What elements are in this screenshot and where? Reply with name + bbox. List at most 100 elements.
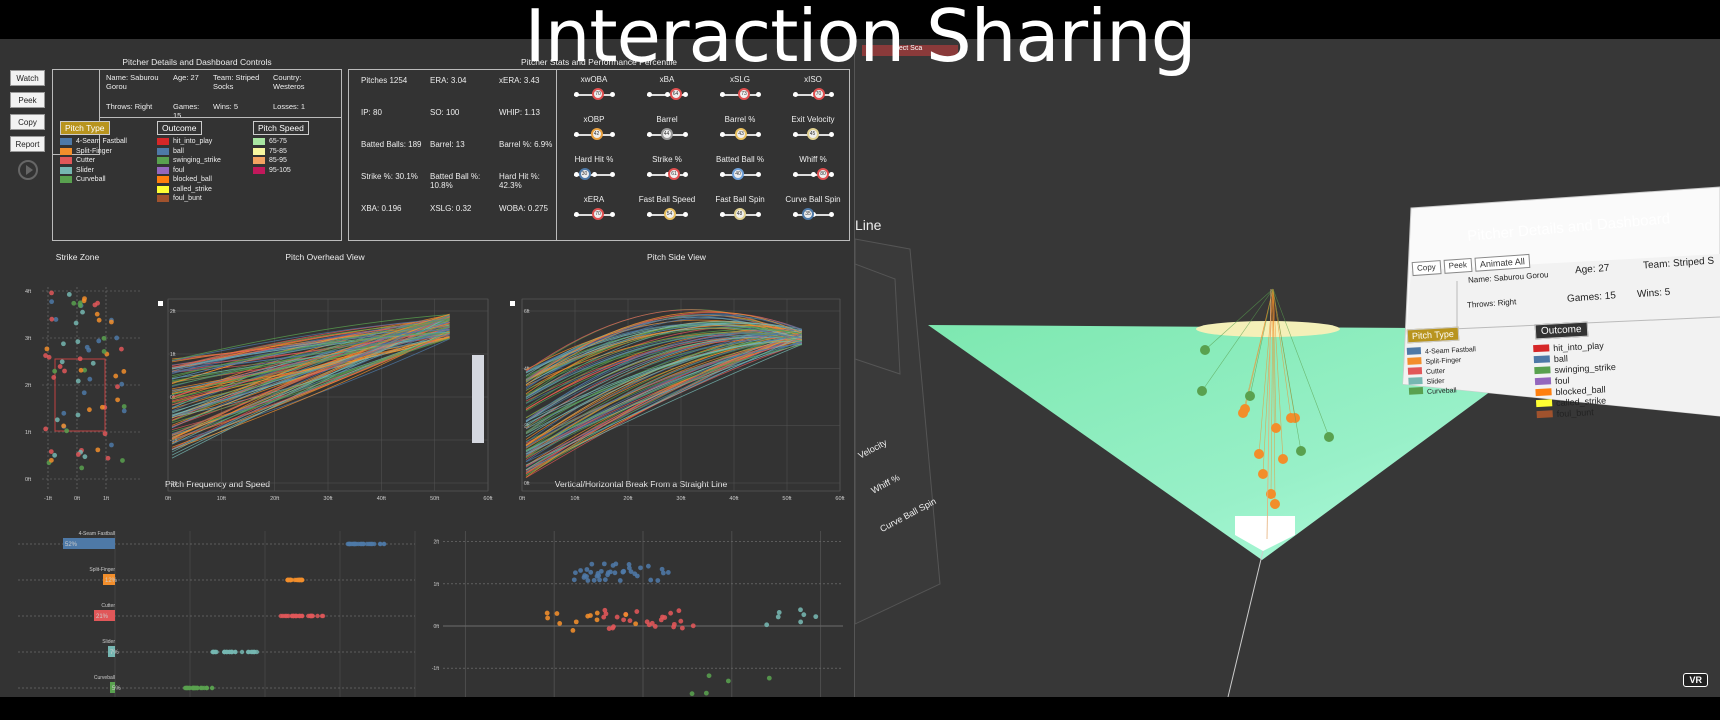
percentile-slider[interactable]: 42	[574, 128, 615, 140]
percentile-slider[interactable]: 40	[720, 168, 761, 180]
outcome-legend-item[interactable]: called_strike	[157, 185, 221, 195]
percentile-label: xISO	[804, 75, 822, 84]
side-trajectory	[525, 335, 803, 466]
percentile-knob[interactable]: 64	[669, 88, 682, 100]
freq-speed-point	[190, 685, 196, 691]
percentile-knob[interactable]: 73	[738, 88, 750, 100]
legend-swatch-icon	[157, 157, 169, 165]
break-point	[602, 577, 608, 583]
pitch-type-legend-item[interactable]: Cutter	[60, 156, 127, 166]
outcome-legend-item[interactable]: swinging_strike	[157, 156, 221, 166]
outcome-legend-item[interactable]: ball	[157, 147, 221, 157]
vr-copy-button[interactable]: Copy	[1411, 260, 1442, 277]
percentile-slider[interactable]: 64	[647, 88, 688, 100]
percentile-knob[interactable]: 70	[812, 88, 825, 100]
strike-zone-pitch-point	[49, 299, 55, 305]
percentile-cell: Barrel 44	[631, 115, 703, 140]
pitch-type-legend-item[interactable]: Slider	[60, 166, 127, 176]
speed-legend-item[interactable]: 75-85	[253, 147, 291, 157]
percentile-knob[interactable]: 43	[735, 128, 747, 140]
percentile-slider[interactable]: 70	[793, 88, 834, 100]
copy-button[interactable]: Copy	[10, 114, 45, 130]
slider-tick	[683, 92, 688, 97]
strike-zone-ytick: 2ft	[25, 383, 32, 389]
percentile-cell: xERA 70	[558, 195, 630, 220]
pitch-type-legend-item[interactable]: 4-Seam Fastball	[60, 137, 127, 147]
percentile-knob[interactable]: 44	[660, 128, 673, 140]
pitch-type-legend-item[interactable]: Split-Finger	[60, 147, 127, 157]
percentile-slider[interactable]: 80	[793, 168, 834, 180]
percentile-knob[interactable]: 40	[732, 168, 744, 180]
vr-peek-button[interactable]: Peek	[1443, 257, 1473, 274]
overhead-trajectory	[171, 315, 450, 442]
percentile-slider[interactable]: 54	[647, 208, 688, 220]
percentile-knob[interactable]: 61	[668, 168, 680, 180]
speed-legend-label: 65-75	[269, 138, 287, 145]
percentile-knob[interactable]: 48	[733, 208, 746, 220]
play-icon[interactable]	[18, 160, 38, 180]
speed-legend-button[interactable]: Pitch Speed	[253, 121, 309, 135]
percentile-slider[interactable]: 48	[720, 208, 761, 220]
percentile-slider[interactable]: 44	[647, 128, 688, 140]
percentile-slider[interactable]: 43	[720, 128, 761, 140]
percentile-slider[interactable]: 45	[793, 128, 834, 140]
outcome-legend-item[interactable]: blocked_ball	[157, 175, 221, 185]
percentile-label: xBA	[659, 75, 675, 84]
percentile-slider[interactable]: 70	[574, 208, 615, 220]
strike-zone-pitch-point	[48, 449, 54, 454]
vr-pitch-type-button[interactable]: Pitch Type	[1406, 326, 1460, 344]
watch-button[interactable]: Watch	[10, 70, 45, 86]
vr-grid-panel	[855, 263, 901, 375]
legend-swatch-icon	[1535, 388, 1552, 397]
strike-zone-pitch-point	[94, 311, 100, 317]
speed-legend-item[interactable]: 95-105	[253, 166, 291, 176]
percentile-knob[interactable]: 80	[817, 168, 829, 180]
slider-tick	[720, 212, 725, 217]
percentile-slider[interactable]: 30	[574, 168, 615, 180]
break-point	[588, 613, 593, 618]
freq-speed-point	[195, 685, 200, 691]
outcome-legend-button[interactable]: Outcome	[157, 121, 202, 135]
percentile-slider[interactable]: 70	[574, 88, 615, 100]
pitch-type-legend-button[interactable]: Pitch Type	[60, 121, 110, 135]
pitch-type-legend-item[interactable]: Curveball	[60, 175, 127, 185]
percentile-knob[interactable]: 45	[806, 128, 819, 140]
overhead-trajectory	[171, 318, 450, 372]
speed-legend-item[interactable]: 85-95	[253, 156, 291, 166]
percentile-knob[interactable]: 70	[592, 88, 604, 100]
percentile-slider[interactable]: 73	[720, 88, 761, 100]
vr-outcome-button[interactable]: Outcome	[1534, 321, 1588, 340]
freq-speed-point	[239, 649, 245, 655]
outcome-legend-item[interactable]: foul	[157, 166, 221, 176]
vr-outcome-legend-label: called_strike	[1555, 395, 1607, 409]
break-point	[601, 561, 607, 567]
side-trajectory	[525, 325, 802, 397]
break-point	[621, 568, 627, 574]
percentile-knob[interactable]: 54	[663, 208, 676, 220]
overhead-trajectory	[171, 332, 450, 378]
peek-button[interactable]: Peek	[10, 92, 45, 108]
strike-zone-pitch-point	[66, 292, 72, 297]
outcome-legend-item[interactable]: foul_bunt	[157, 194, 221, 204]
strike-zone-pitch-point	[119, 346, 124, 352]
vr-mode-button[interactable]: VR	[1683, 673, 1708, 687]
percentile-slider[interactable]: 35	[793, 208, 834, 220]
strike-zone-pitch-point	[57, 364, 63, 369]
side-trajectory	[525, 311, 803, 383]
vr-axis-line	[1227, 550, 1264, 697]
percentile-slider[interactable]: 61	[647, 168, 688, 180]
percentile-knob[interactable]: 70	[592, 208, 604, 220]
break-point	[545, 615, 551, 621]
break-point	[645, 563, 651, 569]
percentile-knob[interactable]: 30	[578, 168, 591, 180]
percentile-knob[interactable]: 42	[590, 128, 603, 140]
stat-value: IP: 80	[361, 108, 382, 117]
legend-swatch-icon	[157, 138, 169, 146]
strike-zone-pitch-point	[61, 423, 67, 429]
speed-legend-item[interactable]: 65-75	[253, 137, 291, 147]
outcome-legend-item[interactable]: hit_into_play	[157, 137, 221, 147]
percentile-label: xSLG	[729, 75, 750, 84]
report-button[interactable]: Report	[10, 136, 45, 152]
percentile-knob[interactable]: 35	[802, 208, 814, 220]
strike-zone-pitch-point	[79, 465, 85, 471]
